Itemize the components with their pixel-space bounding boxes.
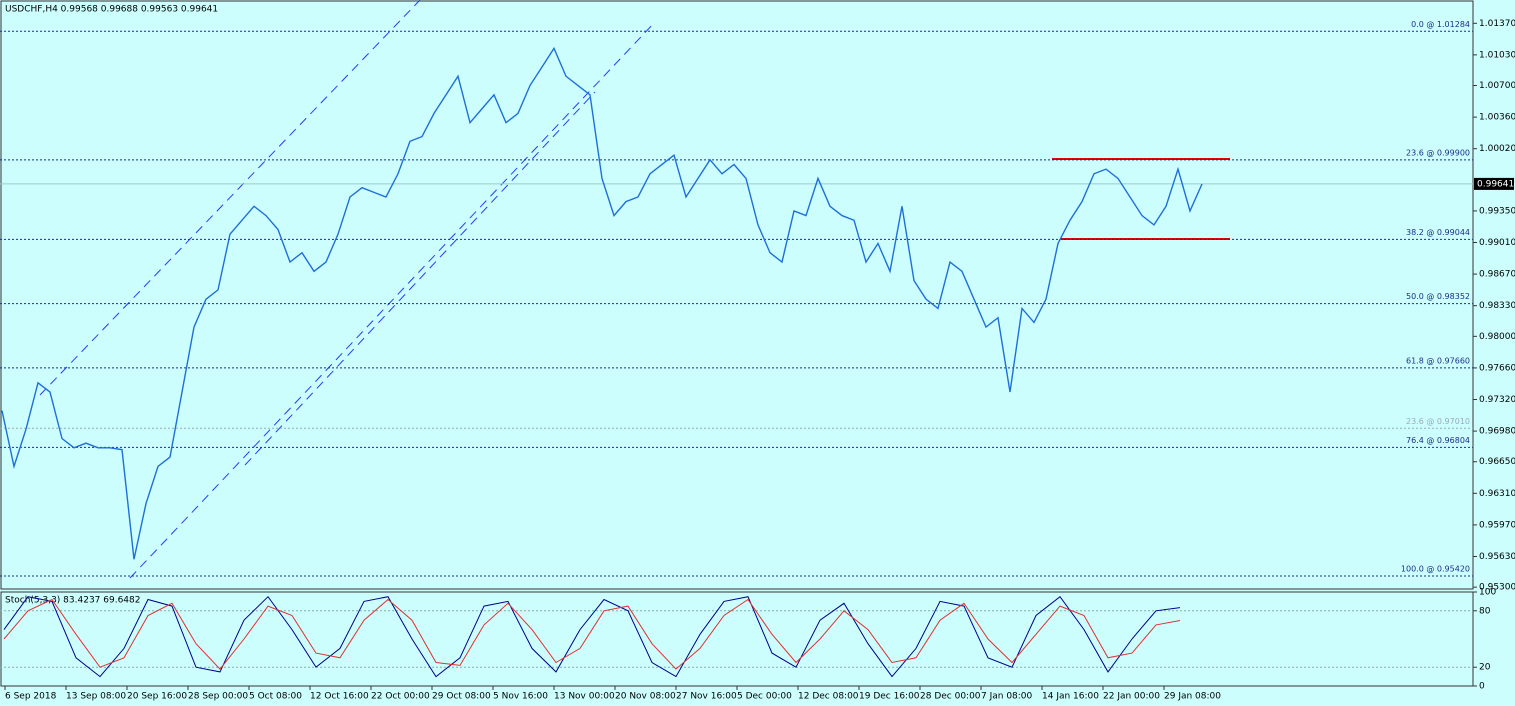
y-tick-label: 20: [1479, 663, 1491, 673]
level-label: 61.8 @ 0.97660: [1406, 356, 1470, 365]
current-price-box: [1474, 177, 1514, 190]
x-tick-label: 28 Sep 00:00: [188, 692, 248, 702]
x-tick-label: 12 Dec 08:00: [798, 692, 859, 702]
y-tick-label: 1.00700: [1479, 81, 1515, 91]
y-tick-label: 0.96980: [1479, 427, 1515, 437]
level-label: 76.4 @ 0.96804: [1406, 436, 1470, 445]
x-tick-label: 13 Sep 08:00: [66, 692, 126, 702]
x-tick-label: 19 Dec 16:00: [859, 692, 920, 702]
y-tick-label: 1.00020: [1479, 144, 1515, 154]
y-tick-label: 0.96310: [1479, 489, 1515, 499]
y-tick-label: 0.98330: [1479, 301, 1515, 311]
channel-line: [244, 91, 596, 466]
level-label: 23.6 @ 0.97010: [1406, 417, 1470, 426]
y-tick-label: 0.95300: [1479, 583, 1515, 593]
x-tick-label: 22 Oct 00:00: [371, 692, 430, 702]
x-tick-label: 12 Oct 16:00: [310, 692, 369, 702]
current-price-label: 0.99641: [1477, 179, 1514, 189]
series-line: [1, 46, 1203, 560]
y-tick-label: 0.98000: [1479, 332, 1515, 342]
y-tick-label: 0.97320: [1479, 395, 1515, 405]
x-tick-label: 27 Nov 16:00: [676, 692, 737, 702]
x-tick-label: 7 Jan 08:00: [981, 692, 1033, 702]
x-tick-label: 5 Dec 00:00: [737, 692, 792, 702]
level-label: 23.6 @ 0.99900: [1406, 148, 1470, 157]
level-label: 50.0 @ 0.98352: [1406, 292, 1470, 301]
y-tick-label: 0.98670: [1479, 270, 1515, 280]
x-tick-label: 20 Sep 16:00: [127, 692, 187, 702]
y-tick-label: 0.96650: [1479, 457, 1515, 467]
main-frame: [0, 0, 1474, 590]
x-tick-label: 22 Jan 00:00: [1103, 692, 1160, 702]
x-tick-label: 28 Dec 00:00: [920, 692, 981, 702]
level-label: 38.2 @ 0.99044: [1406, 228, 1470, 237]
y-tick-label: 1.00360: [1479, 113, 1515, 123]
y-tick-label: 0.99350: [1479, 206, 1515, 216]
x-tick-label: 13 Nov 00:00: [554, 692, 615, 702]
y-tick-label: 0: [1479, 682, 1485, 692]
y-tick-label: 0.95970: [1479, 520, 1515, 530]
x-tick-label: 6 Sep 2018: [5, 692, 57, 702]
x-tick-label: 29 Oct 08:00: [432, 692, 491, 702]
channel-line: [39, 0, 421, 396]
level-label: 100.0 @ 0.95420: [1401, 564, 1470, 573]
y-tick-label: 0.99010: [1479, 238, 1515, 248]
x-tick-label: 29 Jan 08:00: [1164, 692, 1221, 702]
y-tick-label: 0.97660: [1479, 363, 1515, 373]
x-tick-label: 14 Jan 16:00: [1042, 692, 1099, 702]
stoch-title: Stoch(5,3,3) 83.4237 69.6482: [5, 596, 140, 606]
channel-line: [129, 21, 656, 579]
series-line: [3, 595, 1181, 678]
channel-lines: [39, 0, 656, 579]
chart-title: USDCHF,H4 0.99568 0.99688 0.99563 0.9964…: [5, 5, 218, 15]
series-line: [3, 598, 1181, 670]
level-label: 0.0 @ 1.01284: [1411, 20, 1470, 29]
y-tick-label: 80: [1479, 606, 1491, 616]
x-tick-label: 5 Oct 08:00: [249, 692, 302, 702]
x-tick-label: 5 Nov 16:00: [493, 692, 548, 702]
y-tick-label: 1.01370: [1479, 19, 1515, 29]
y-tick-label: 100: [1479, 588, 1496, 598]
y-tick-label: 0.95630: [1479, 552, 1515, 562]
x-tick-label: 20 Nov 08:00: [615, 692, 676, 702]
y-tick-label: 1.01030: [1479, 50, 1515, 60]
